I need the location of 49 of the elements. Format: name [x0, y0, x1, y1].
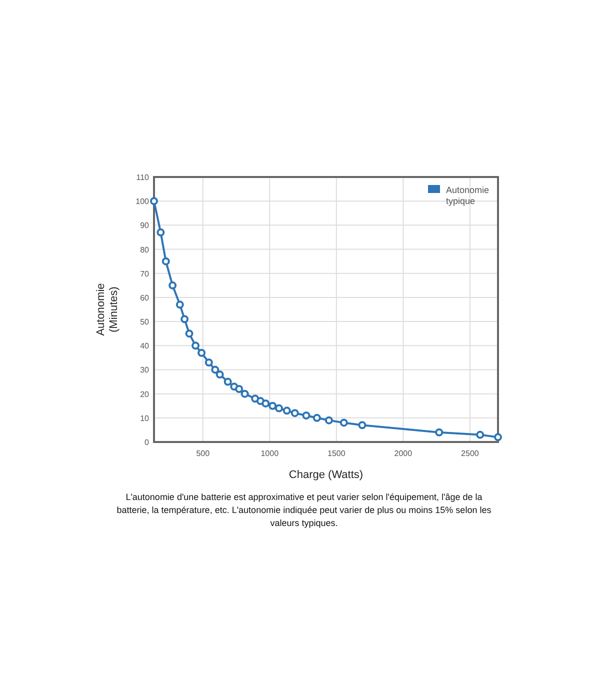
point — [156, 228, 165, 236]
y-tick-label: 0 — [144, 438, 150, 447]
y-tick-label: 70 — [140, 269, 150, 278]
point — [435, 428, 444, 436]
point — [176, 300, 184, 309]
point — [324, 416, 333, 424]
point — [204, 358, 213, 366]
x-tick-label: 1500 — [328, 449, 346, 458]
point — [211, 366, 220, 374]
point — [282, 406, 291, 415]
point — [274, 404, 283, 412]
point — [224, 378, 232, 386]
text: L'autonomie d'une batterie est approximative et peut varier selon l'équipement, l'âge de la batterie, la température, etc. L'autonomie indiquée peut varier de plus ou moins 15% selon les valeurs typiques. — [116, 492, 492, 528]
point — [150, 197, 158, 206]
y-tick-label: 100 — [136, 197, 150, 206]
point — [162, 257, 170, 266]
y-tick-label: 80 — [140, 245, 150, 254]
point — [198, 348, 206, 357]
x-tick-label: 2000 — [394, 449, 413, 458]
point — [302, 412, 310, 420]
y-tick-label: 90 — [140, 221, 150, 230]
legend-label: Autonomie typique — [446, 185, 490, 206]
y-tick-label: 50 — [140, 318, 150, 327]
point — [494, 433, 502, 442]
point — [216, 370, 224, 379]
point — [192, 342, 200, 350]
y-tick-label: 10 — [140, 414, 150, 423]
y-tick-label: 40 — [140, 342, 150, 351]
point — [340, 418, 348, 427]
point — [268, 402, 277, 410]
point — [262, 399, 270, 408]
point — [180, 315, 189, 324]
point — [358, 421, 366, 430]
point — [168, 281, 177, 290]
point — [185, 330, 194, 338]
x-tick-label: 2500 — [461, 449, 480, 458]
x-axis-title: Charge (Watts) — [288, 469, 364, 481]
point — [290, 409, 299, 418]
y-tick-label: 20 — [140, 390, 150, 399]
point — [476, 430, 484, 439]
point — [240, 390, 249, 398]
y-axis-title: Autonomie (Minutes) — [95, 283, 120, 336]
y-tick-label: 110 — [136, 173, 150, 182]
y-tick-label: 60 — [140, 293, 150, 302]
point — [312, 414, 321, 422]
point — [235, 385, 244, 393]
x-tick-label: 1000 — [260, 449, 280, 458]
y-tick-label: 30 — [140, 366, 150, 375]
x-tick-label: 500 — [196, 449, 210, 458]
